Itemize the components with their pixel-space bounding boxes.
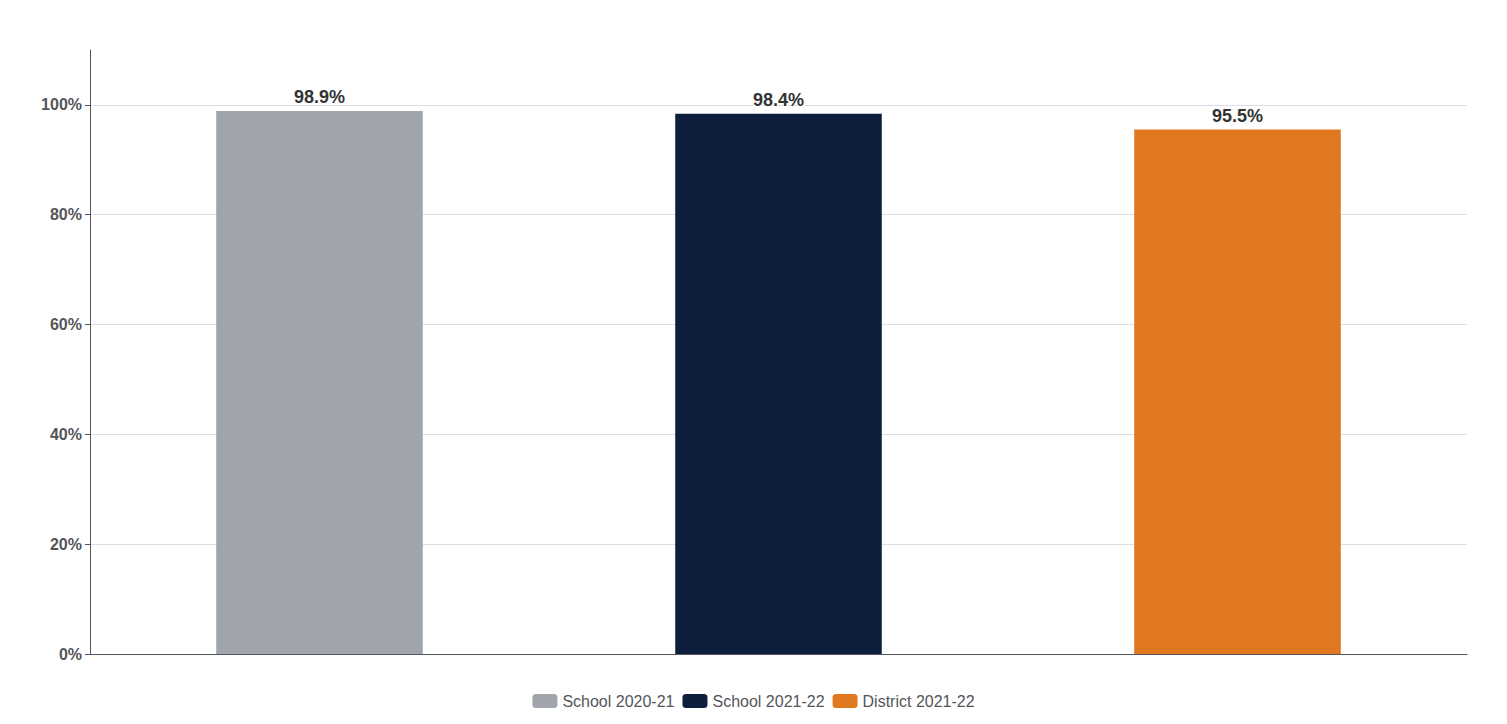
svg-text:95.5%: 95.5% [1212, 106, 1263, 126]
svg-text:0%: 0% [59, 646, 82, 663]
svg-text:98.9%: 98.9% [294, 87, 345, 107]
svg-text:School 2020-21: School 2020-21 [562, 693, 674, 710]
svg-text:20%: 20% [50, 536, 82, 553]
svg-text:School 2021-22: School 2021-22 [712, 693, 824, 710]
svg-text:100%: 100% [41, 96, 82, 113]
svg-text:40%: 40% [50, 426, 82, 443]
svg-text:60%: 60% [50, 316, 82, 333]
svg-text:98.4%: 98.4% [753, 90, 804, 110]
svg-text:80%: 80% [50, 206, 82, 223]
svg-text:District 2021-22: District 2021-22 [863, 693, 975, 710]
